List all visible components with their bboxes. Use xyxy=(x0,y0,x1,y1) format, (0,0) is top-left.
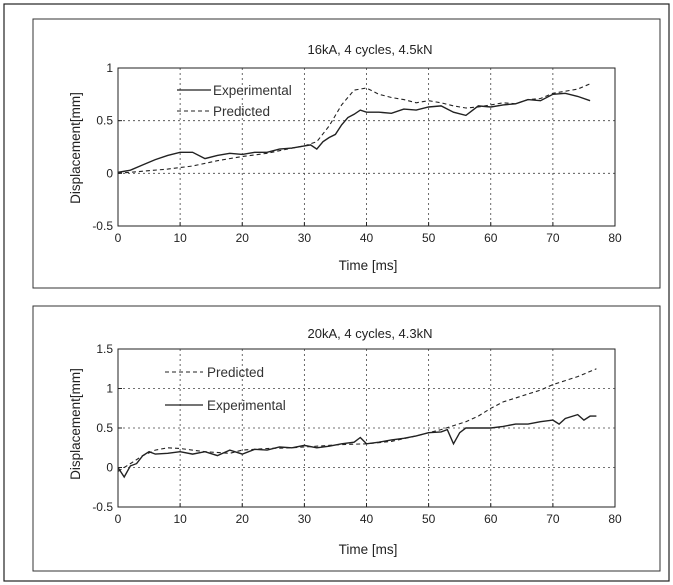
x-tick-label: 20 xyxy=(236,231,250,245)
x-axis-label: Time [ms] xyxy=(339,258,398,273)
legend: Predicted Experimental xyxy=(165,365,286,413)
legend-label-predicted: Predicted xyxy=(207,365,264,380)
x-tick-label: 70 xyxy=(546,231,560,245)
x-tick-label: 30 xyxy=(298,231,312,245)
x-tick-label: 50 xyxy=(422,512,436,526)
axes-box xyxy=(117,348,616,508)
x-tick-label: 10 xyxy=(173,231,187,245)
x-tick-label: 60 xyxy=(484,231,498,245)
panel-border xyxy=(32,305,661,572)
series-line-experimental xyxy=(117,92,591,173)
y-tick-label: 1 xyxy=(106,61,113,75)
y-tick-label: 0 xyxy=(106,166,113,180)
x-tick-label: 0 xyxy=(115,231,122,245)
x-tick-label: 10 xyxy=(173,512,187,526)
y-axis-label: Displacement[mm] xyxy=(68,92,83,204)
x-axis-label: Time [ms] xyxy=(339,542,398,557)
chart-20ka: 20kA, 4 cycles, 4.3kN Time [ms] Displace… xyxy=(32,305,661,572)
x-tick-label: 0 xyxy=(115,512,122,526)
x-tick-label: 70 xyxy=(546,512,560,526)
y-tick-label: 0 xyxy=(106,461,113,475)
outer-frame xyxy=(3,3,670,582)
y-tick-label: 0.5 xyxy=(96,421,113,435)
y-tick-label: 0.5 xyxy=(96,114,113,128)
x-tick-label: 80 xyxy=(608,512,622,526)
axes-box xyxy=(117,67,616,227)
chart-title: 16kA, 4 cycles, 4.5kN xyxy=(308,42,433,57)
chart-title: 20kA, 4 cycles, 4.3kN xyxy=(308,326,433,341)
x-tick-label: 80 xyxy=(608,231,622,245)
x-tick-label: 50 xyxy=(422,231,436,245)
x-tick-label: 30 xyxy=(298,512,312,526)
legend-label-predicted: Predicted xyxy=(213,104,270,119)
y-tick-label: -0.5 xyxy=(92,219,113,233)
series-line-predicted xyxy=(117,83,591,174)
x-tick-label: 40 xyxy=(360,512,374,526)
y-tick-label: -0.5 xyxy=(92,500,113,514)
y-tick-label: 1.5 xyxy=(96,342,113,356)
legend-label-experimental: Experimental xyxy=(213,83,292,98)
x-tick-label: 60 xyxy=(484,512,498,526)
y-tick-label: 1 xyxy=(106,382,113,396)
series-line-experimental xyxy=(117,413,597,479)
y-axis-label: Displacement[mm] xyxy=(68,368,83,480)
panel-border xyxy=(32,18,661,289)
chart-16ka: 16kA, 4 cycles, 4.5kN Time [ms] Displace… xyxy=(32,18,661,289)
x-tick-label: 40 xyxy=(360,231,374,245)
legend-label-experimental: Experimental xyxy=(207,398,286,413)
x-tick-label: 20 xyxy=(236,512,250,526)
legend: Experimental Predicted xyxy=(177,83,292,119)
